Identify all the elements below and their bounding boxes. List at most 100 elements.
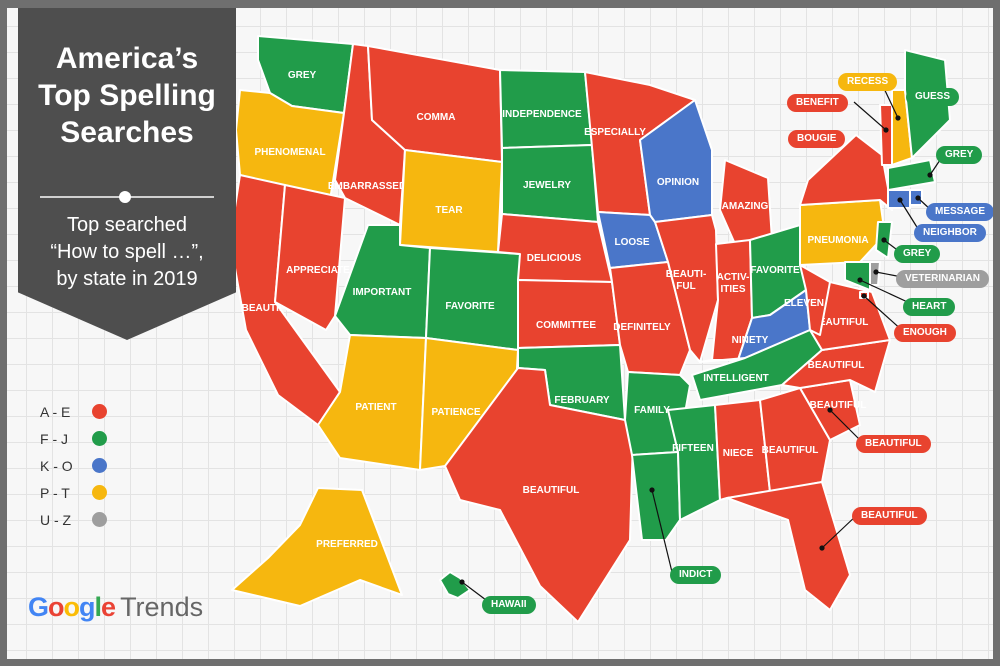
google-wordmark: Google (28, 592, 116, 622)
state-label-wy: TEAR (435, 205, 463, 216)
callout-dot-de (873, 269, 879, 275)
legend: A - E F - J K - O P - T U - Z (40, 398, 107, 533)
legend-label: A - E (40, 403, 71, 420)
state-label-tx: BEAUTIFUL (523, 485, 580, 496)
legend-item-f-j: F - J (40, 425, 107, 452)
callout-dot-dc (861, 293, 867, 299)
page-subtitle: Top searched “How to spell …”, by state … (50, 214, 204, 290)
state-label-ia: LOOSE (614, 237, 649, 248)
legend-item-p-t: P - T (40, 479, 107, 506)
state-vt (879, 104, 893, 166)
state-label-co: FAVORITE (445, 301, 495, 312)
callout-ri: MESSAGE (926, 203, 995, 221)
legend-swatch (92, 431, 107, 446)
banner-divider-dot (119, 191, 131, 203)
state-label-ky: NINETY (732, 335, 769, 346)
state-label-oh: FAVORITE (750, 265, 800, 276)
legend-swatch (92, 458, 107, 473)
state-label-ok: FEBRUARY (554, 395, 610, 406)
legend-swatch (92, 404, 107, 419)
callout-hi: HAWAII (482, 596, 536, 614)
title-banner: America’s Top Spelling Searches Top sear… (18, 0, 236, 340)
state-ga (759, 387, 831, 493)
trends-wordmark: Trends (120, 592, 204, 622)
state-label-va: BEAUTIFUL (812, 317, 869, 328)
state-co (425, 247, 521, 351)
state-label-sd: JEWELRY (523, 180, 571, 191)
state-label-az: PATIENT (355, 402, 396, 413)
legend-label: F - J (40, 430, 68, 447)
state-label-wv: ELEVEN (784, 298, 824, 309)
state-wy (399, 149, 503, 253)
state-label-in: ACTIV-ITIES (717, 272, 750, 295)
state-label-or: PHENOMENAL (254, 147, 325, 158)
state-label-nv: APPRECIATE (286, 265, 350, 276)
state-label-wa: GREY (288, 70, 317, 81)
state-label-ak: PREFERRED (316, 539, 378, 550)
page-title: America’s Top Spelling Searches (38, 42, 216, 149)
callout-dot-ma (927, 172, 933, 178)
callout-line-la (651, 489, 673, 573)
state-ak (231, 487, 403, 607)
state-la (631, 451, 681, 541)
callout-nj: GREY (894, 245, 941, 263)
state-label-ar: FAMILY (634, 405, 670, 416)
state-label-wi: OPINION (657, 177, 699, 188)
state-label-ut: IMPORTANT (353, 287, 412, 298)
callout-ct: NEIGHBOR (914, 224, 986, 242)
state-label-nm: PATIENCE (431, 407, 480, 418)
callout-de: VETERINARIAN (896, 270, 990, 288)
state-label-sc: BEAUTIFUL (810, 400, 867, 411)
state-label-ms: FIFTEEN (672, 443, 714, 454)
state-label-al: NIECE (723, 448, 754, 459)
google-trends-logo: Google Trends (28, 592, 203, 623)
state-label-mi: AMAZING (722, 201, 769, 212)
callout-md: HEART (903, 298, 956, 316)
state-label-pa: PNEUMONIA (807, 235, 868, 246)
legend-swatch (92, 485, 107, 500)
legend-label: K - O (40, 457, 73, 474)
callout-dot-ri (915, 195, 921, 201)
callout-vt: BENEFIT (787, 94, 848, 112)
state-ks (517, 279, 621, 349)
callout-line-sc (829, 409, 863, 443)
state-md (844, 261, 871, 291)
legend-swatch (92, 512, 107, 527)
callout-me: GUESS (906, 88, 960, 106)
state-wv (799, 264, 831, 336)
callout-nh: RECESS (838, 73, 898, 91)
legend-label: U - Z (40, 511, 72, 528)
state-label-il: BEAUTI-FUL (666, 269, 707, 292)
legend-label: P - T (40, 484, 70, 501)
callout-ny: BOUGIE (788, 130, 846, 148)
callout-ma: GREY (936, 146, 983, 164)
state-label-tn: INTELLIGENT (703, 373, 769, 384)
callout-fl: BEAUTIFUL (852, 507, 927, 525)
state-label-ca: BEAUTIFUL (242, 303, 299, 314)
state-pa (799, 199, 886, 266)
state-label-mo: DEFINITELY (613, 322, 671, 333)
callout-sc: BEAUTIFUL (856, 435, 931, 453)
callout-dc: ENOUGH (894, 324, 956, 342)
callout-dot-vt (883, 127, 889, 133)
state-label-ne: DELICIOUS (527, 253, 582, 264)
state-label-ga: BEAUTIFUL (762, 445, 819, 456)
state-label-mt: COMMA (417, 112, 456, 123)
state-label-mn: ESPECIALLY (584, 127, 646, 138)
callout-dot-nh (895, 115, 901, 121)
state-label-id: EMBARRASSED (328, 181, 406, 192)
state-ma (887, 159, 936, 191)
state-or (235, 89, 345, 201)
legend-item-a-e: A - E (40, 398, 107, 425)
state-fl (726, 481, 851, 611)
state-ms (667, 404, 721, 521)
callout-dot-ct (897, 197, 903, 203)
legend-item-k-o: K - O (40, 452, 107, 479)
state-tx (444, 367, 634, 623)
callout-dot-sc (827, 407, 833, 413)
state-hi (439, 571, 471, 599)
state-label-nd: INDEPENDENCE (502, 109, 582, 120)
callout-dot-md (857, 277, 863, 283)
